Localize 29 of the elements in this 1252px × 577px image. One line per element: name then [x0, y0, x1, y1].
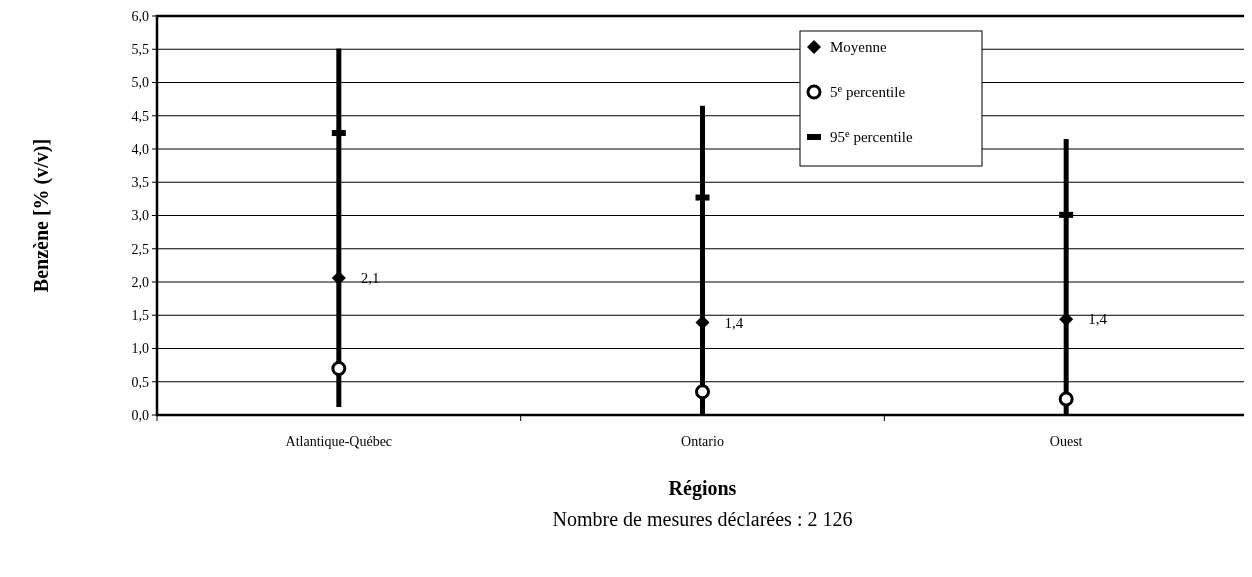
point [1059, 312, 1074, 327]
y-tick-label: 5,0 [131, 75, 149, 91]
y-tick-label: 4,0 [131, 141, 149, 157]
y-tick-label: 1,0 [131, 341, 149, 357]
y-tick-label: 1,5 [131, 308, 149, 324]
x-tick-label: Ouest [1049, 434, 1083, 449]
y-tick-label: 3,0 [131, 208, 149, 224]
data-label: 1,4 [1088, 311, 1108, 328]
legend-label: 95$^{e}$ percentile [830, 127, 913, 146]
point [695, 384, 710, 400]
y-tick-label: 6,0 [131, 8, 149, 24]
legend-label: 5$^{e}$ percentile [830, 82, 906, 101]
x-tick-label: Ontario [681, 434, 724, 449]
point [331, 360, 347, 376]
y-tick-label: 4,5 [131, 108, 149, 124]
y-tick-label: 2,5 [131, 241, 149, 257]
text: Nombre de mesures déclarées : 2 126 [552, 508, 853, 530]
point [1058, 391, 1074, 407]
data-label: 1,4 [724, 314, 744, 331]
y-tick-label: 0,0 [131, 407, 149, 423]
y-axis-title: Benzène [% (v/v)] [30, 138, 53, 293]
x-axis-title: Régions [668, 477, 737, 500]
legend-label: Moyenne [830, 39, 887, 56]
y-tick-label: 5,5 [131, 42, 149, 58]
y-tick-label: 2,0 [131, 274, 149, 290]
y-tick-label: 0,5 [131, 374, 149, 390]
data-label: 2,1 [360, 270, 380, 287]
x-tick-label: Atlantique-Québec [285, 434, 393, 449]
y-tick-label: 3,5 [131, 175, 149, 191]
